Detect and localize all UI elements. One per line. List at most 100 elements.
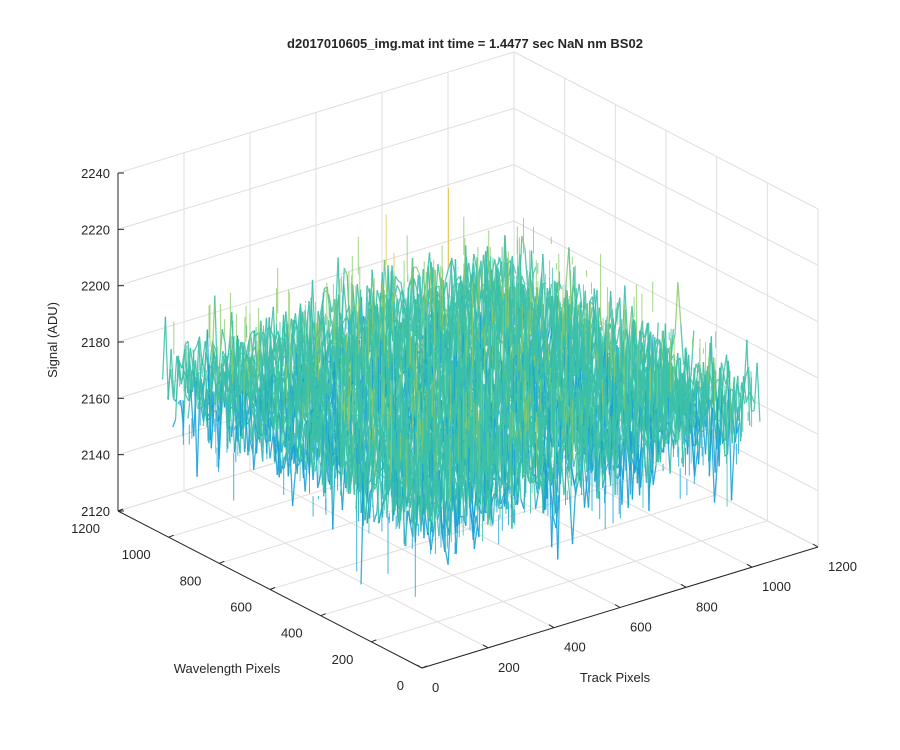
surface-segment	[441, 396, 446, 420]
surface-segment	[674, 282, 679, 334]
surface-segment	[407, 377, 412, 382]
surface-segment	[374, 373, 379, 433]
grid-line-y-floor	[269, 468, 667, 590]
surface-segment	[294, 432, 299, 464]
surface-segment	[339, 439, 345, 496]
surface-segment	[343, 267, 348, 276]
grid-line-z-back	[117, 51, 515, 174]
surface-segment	[547, 300, 552, 312]
surface-segment	[281, 355, 286, 360]
surface-segment	[174, 355, 180, 420]
grid-line-z-back	[513, 107, 819, 266]
surface-segment	[612, 318, 617, 341]
surface-segment	[621, 285, 626, 354]
surface-segment	[304, 418, 309, 459]
surface-segment	[370, 472, 375, 523]
surface-segment	[393, 285, 398, 300]
surface-segment	[472, 271, 478, 325]
surface-segment	[444, 269, 449, 281]
surface-segment	[252, 369, 257, 454]
surface-segment	[251, 413, 256, 442]
surface-segment	[317, 311, 322, 332]
surface-segment	[398, 444, 404, 467]
surface-segment	[173, 356, 178, 399]
surface-segment	[436, 387, 441, 446]
surface-segment	[307, 418, 312, 441]
surface-segment	[208, 366, 213, 444]
surface-segment	[207, 416, 212, 421]
surface-segment	[593, 290, 598, 323]
surface-segment	[211, 357, 216, 367]
surface-segment	[292, 347, 297, 424]
surface-segment	[310, 350, 316, 409]
surface-segment	[265, 317, 270, 371]
surface-segment	[417, 367, 422, 394]
surface-segment	[167, 368, 172, 400]
surface-segment	[375, 458, 380, 473]
surface-segment	[429, 369, 435, 381]
surface-segment	[228, 366, 233, 417]
surface-segment	[161, 316, 167, 380]
surface-segment	[185, 394, 190, 402]
surface-segment	[292, 335, 297, 348]
surface-segment	[182, 362, 188, 428]
surface-segment	[424, 266, 429, 340]
surface-segment	[269, 327, 274, 336]
surface-segment	[233, 402, 239, 442]
surface-segment	[295, 463, 300, 468]
surface-segment	[365, 444, 370, 480]
surface-segment	[181, 349, 186, 369]
grid-line-y-floor	[371, 520, 768, 643]
surface-segment	[211, 295, 216, 370]
surface-segment	[352, 284, 357, 322]
surface-segment	[509, 399, 513, 402]
surface-segment	[170, 349, 175, 399]
surface-segment	[261, 390, 266, 448]
surface-segment	[253, 406, 258, 415]
surface-segment	[337, 294, 343, 348]
surface-segment	[300, 418, 305, 435]
surface-segment	[413, 266, 417, 269]
surface-segment	[616, 326, 621, 344]
surface-segment	[374, 454, 379, 473]
surface-segment	[573, 353, 578, 397]
surface-segment	[190, 390, 195, 437]
surface-segment	[413, 278, 418, 291]
surface-segment	[301, 383, 306, 397]
surface-segment	[454, 301, 459, 312]
surface-segment	[246, 360, 251, 382]
surface-segment	[189, 348, 194, 370]
surface-segment	[296, 391, 301, 407]
surface-segment	[333, 313, 338, 356]
surface-segment	[197, 379, 202, 410]
surface-segment	[653, 338, 658, 349]
surface-segment	[641, 331, 646, 338]
surface-segment	[242, 346, 247, 360]
grid-line-z-back	[117, 164, 515, 287]
surface-segment	[343, 283, 348, 316]
surface-segment	[444, 294, 450, 332]
grid-line-z-back	[513, 51, 819, 210]
surface-segment	[266, 422, 271, 459]
surface-segment	[209, 341, 214, 366]
surface-segment	[450, 257, 456, 273]
surface-segment	[643, 346, 648, 365]
surface-segment	[388, 352, 393, 364]
surface-segment	[269, 435, 274, 459]
surface-segment	[203, 389, 208, 405]
surface-segment	[238, 355, 244, 392]
surface-segment	[426, 252, 431, 280]
surface-segment	[398, 289, 403, 302]
surface-segment	[680, 324, 685, 365]
surface-segment	[291, 471, 297, 506]
surface-segment	[201, 358, 206, 376]
surface-segment	[521, 275, 526, 285]
surface-segment	[352, 462, 358, 479]
surface-segment	[267, 398, 272, 416]
surface-segment	[193, 345, 198, 353]
surface-segment	[381, 473, 386, 518]
surface-segment	[248, 419, 253, 442]
surface-segment	[206, 385, 211, 398]
surface-segment	[499, 283, 504, 298]
